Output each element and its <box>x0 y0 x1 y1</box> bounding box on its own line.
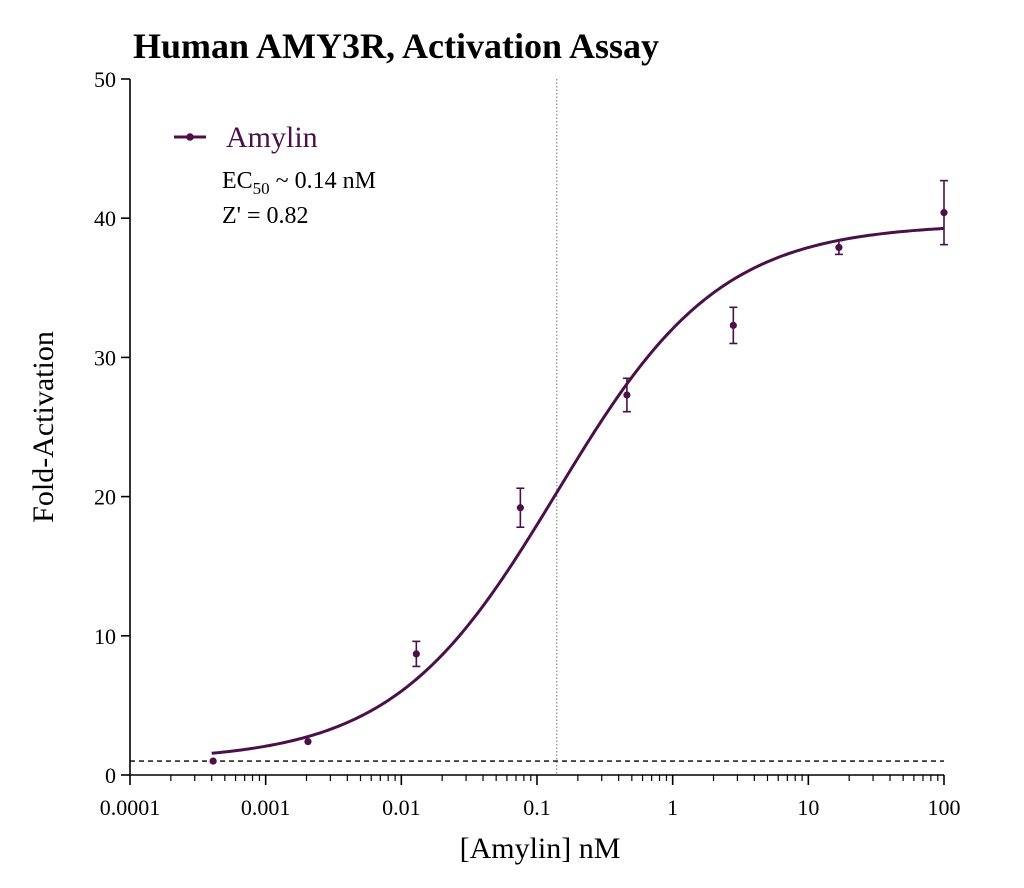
x-ticks: 0.0001 0.001 0.01 0.1 1 10 100 <box>100 775 961 820</box>
y-ticks: 0 10 20 30 40 50 <box>94 67 130 788</box>
x-tick-label: 0.1 <box>523 795 551 820</box>
x-tick-label: 1 <box>667 795 678 820</box>
x-tick-label: 0.0001 <box>100 795 161 820</box>
data-point <box>516 504 524 512</box>
data-point <box>835 243 843 252</box>
x-tick-label: 100 <box>928 795 961 820</box>
y-tick-label: 0 <box>105 763 116 788</box>
data-point <box>209 757 217 765</box>
legend-label: Amylin <box>226 121 318 154</box>
data-point <box>412 650 420 658</box>
ec50-suffix: ~ 0.14 nM <box>270 168 376 194</box>
reference-lines <box>130 79 944 775</box>
ec50-subscript: 50 <box>253 179 270 198</box>
data-points <box>209 209 948 765</box>
chart-title: Human AMY3R, Activation Assay <box>133 26 659 66</box>
legend-swatch-dot <box>186 133 194 141</box>
y-tick-label: 20 <box>94 485 116 510</box>
y-axis-label: Fold-Activation <box>27 331 60 523</box>
ec50-annotation: EC50 ~ 0.14 nM <box>222 168 376 198</box>
x-tick-label: 0.01 <box>382 795 421 820</box>
x-tick-label: 0.001 <box>241 795 291 820</box>
data-point <box>729 321 737 329</box>
z-prime-annotation: Z' = 0.82 <box>222 203 309 229</box>
data-point <box>940 209 948 217</box>
legend: Amylin <box>174 121 318 154</box>
data-point <box>304 737 312 746</box>
x-axis-label: [Amylin] nM <box>460 832 621 865</box>
data-point <box>623 391 631 399</box>
y-tick-label: 30 <box>94 345 116 370</box>
x-tick-label: 10 <box>797 795 819 820</box>
ec50-prefix: EC <box>222 168 253 194</box>
y-tick-label: 40 <box>94 206 116 231</box>
y-tick-label: 10 <box>94 624 116 649</box>
fit-curve <box>211 226 945 755</box>
y-tick-label: 50 <box>94 67 116 92</box>
